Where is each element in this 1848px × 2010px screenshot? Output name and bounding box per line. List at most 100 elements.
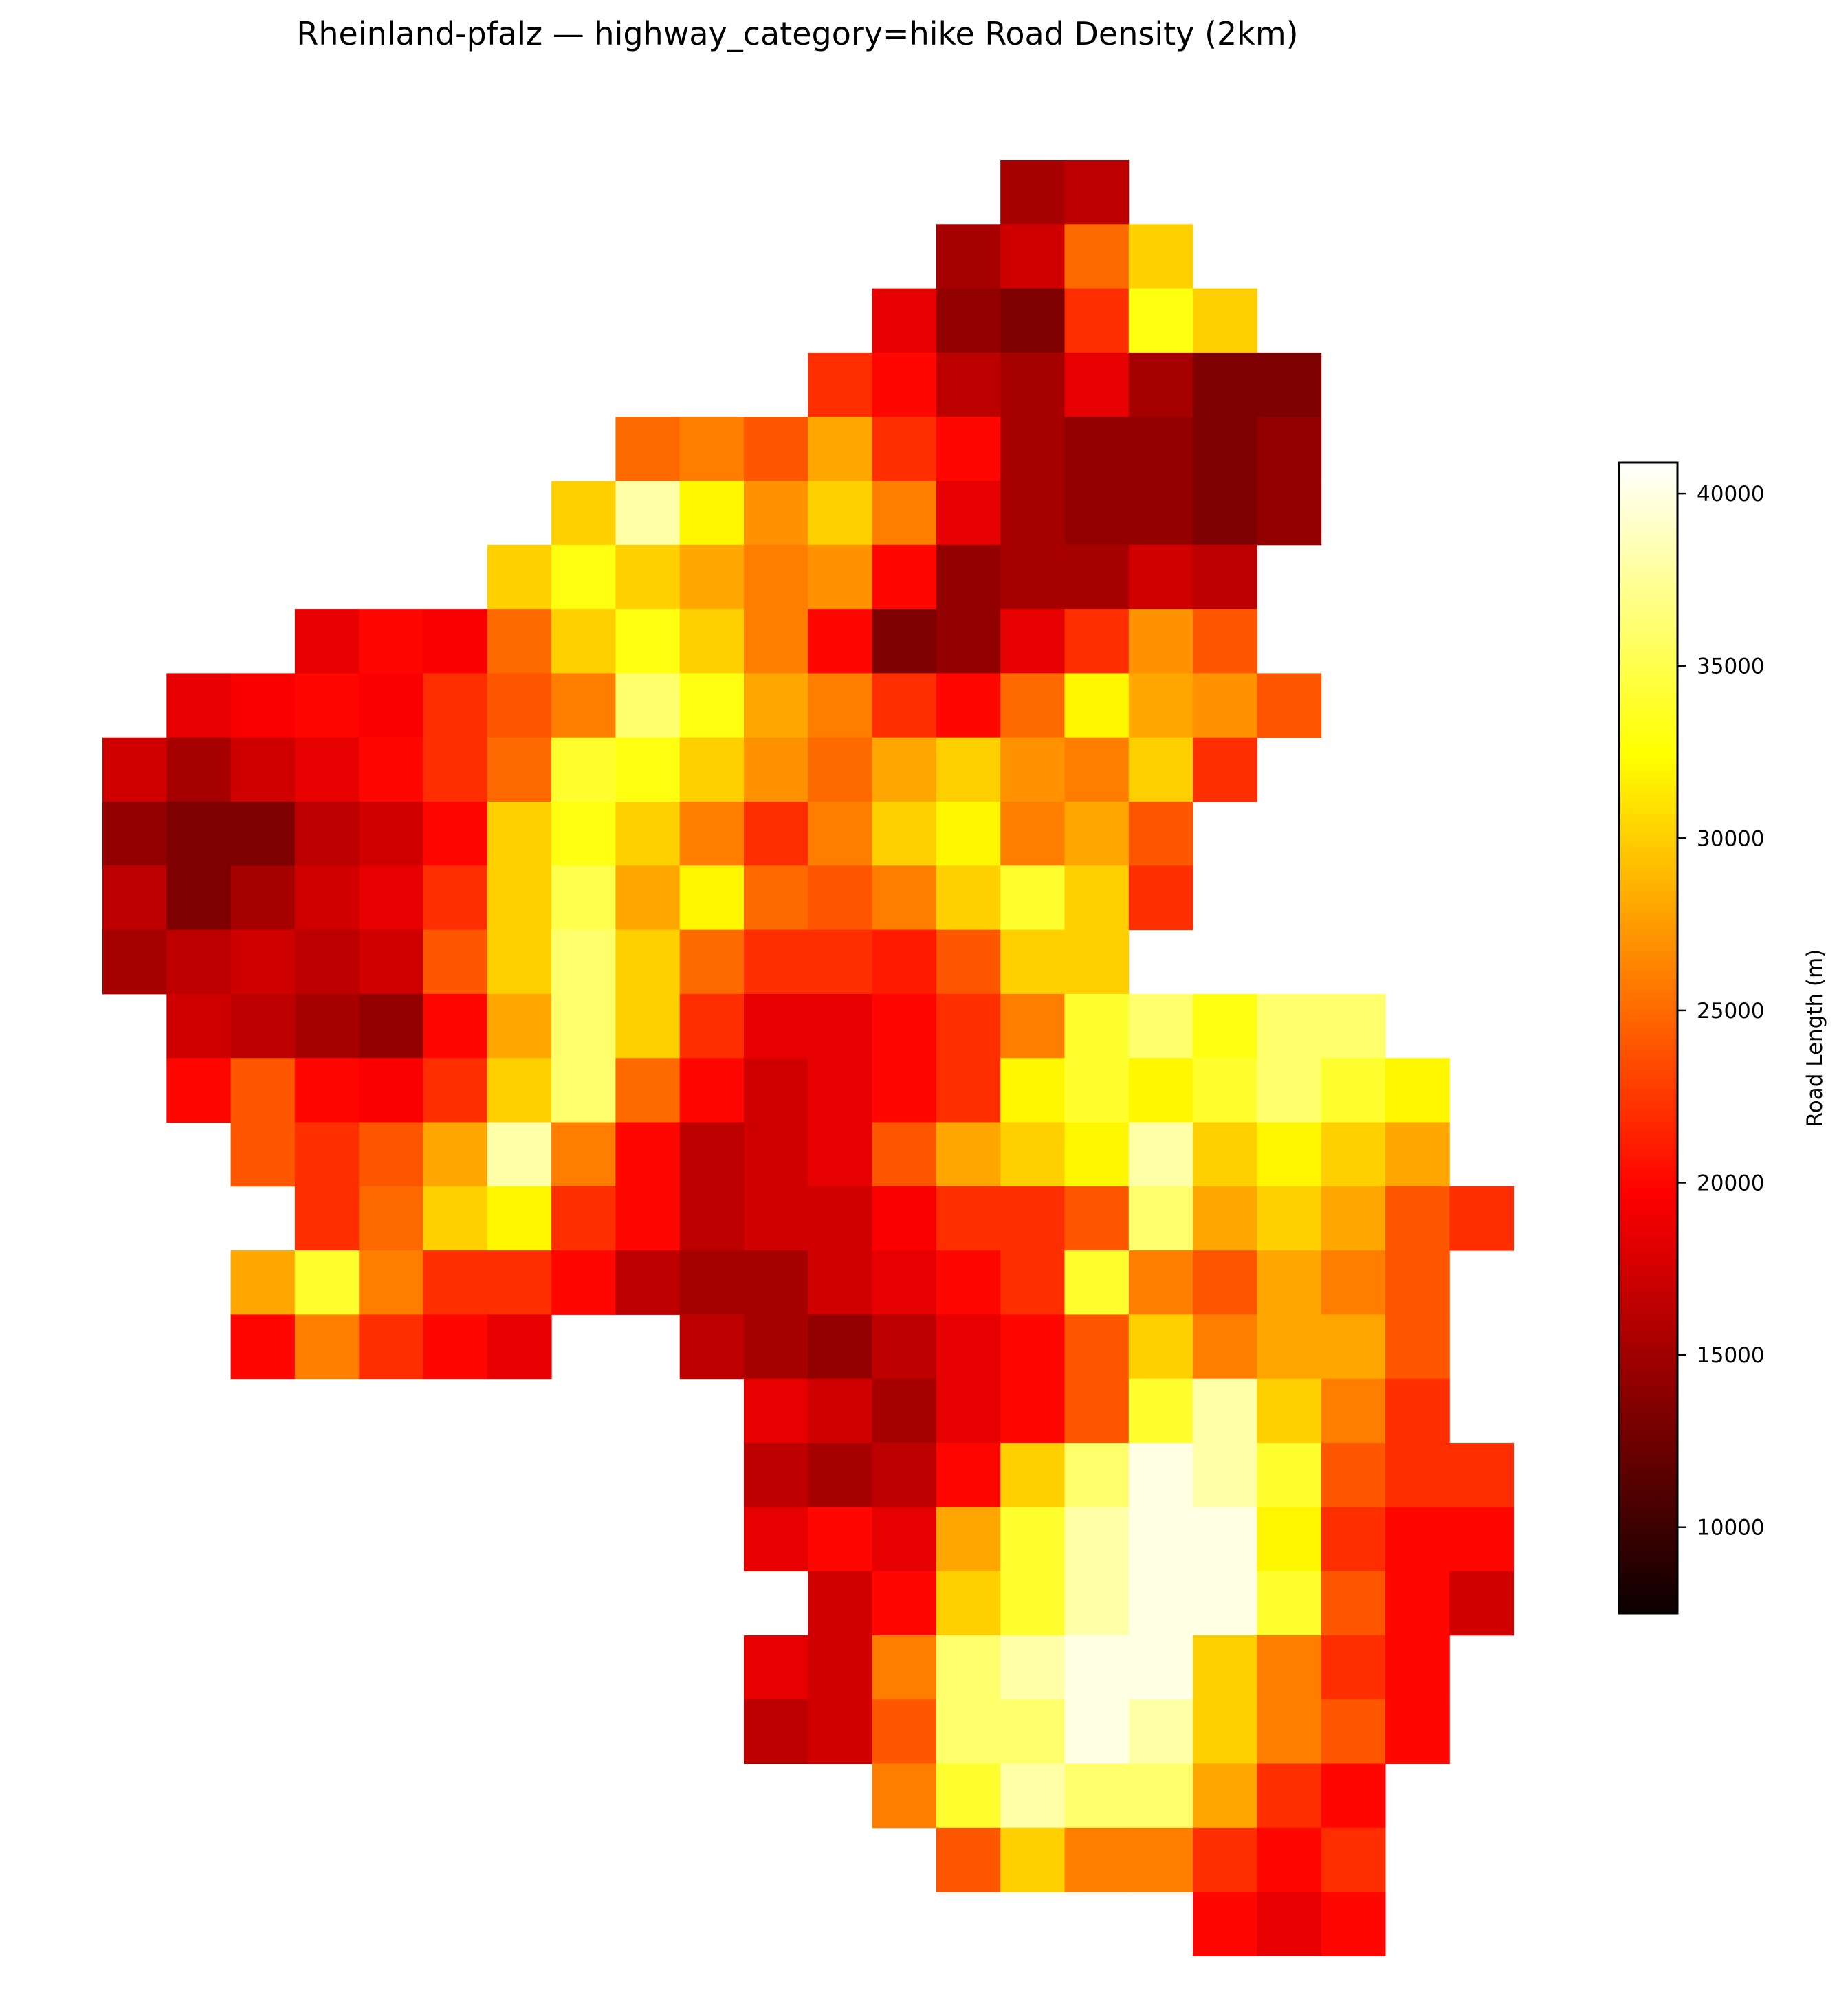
heatmap-cell — [744, 673, 808, 738]
heatmap-cell — [872, 544, 937, 610]
heatmap-cell — [423, 1122, 488, 1187]
heatmap-cell — [1385, 1635, 1450, 1700]
heatmap-cell — [615, 609, 681, 674]
heatmap-cell — [744, 1443, 808, 1508]
heatmap-cell — [487, 929, 552, 995]
heatmap-cell — [1128, 417, 1194, 481]
heatmap-cell — [487, 865, 552, 931]
heatmap-cell — [615, 1186, 681, 1251]
heatmap-cell — [1064, 737, 1130, 802]
heatmap-cell — [423, 1186, 488, 1251]
heatmap-cell — [1321, 1122, 1386, 1187]
heatmap-cell — [230, 737, 296, 802]
heatmap-cell — [423, 929, 488, 995]
heatmap-cell — [1321, 1443, 1386, 1508]
heatmap-cell — [1128, 1827, 1194, 1892]
heatmap-cell — [1064, 1122, 1130, 1187]
heatmap-cell — [1064, 1571, 1130, 1636]
heatmap-cell — [679, 865, 745, 931]
heatmap-cell — [1321, 1058, 1386, 1123]
heatmap-cell — [551, 673, 616, 738]
heatmap-cell — [679, 737, 745, 802]
heatmap-cell — [744, 1314, 808, 1380]
heatmap-cell — [1128, 1058, 1194, 1123]
colorbar-tick-label: 15000 — [1697, 1343, 1765, 1368]
heatmap-cell — [936, 1186, 1001, 1251]
heatmap-cell — [1000, 1635, 1065, 1700]
heatmap-cell — [1193, 1827, 1257, 1892]
heatmap-cell — [808, 1058, 873, 1123]
heatmap-cell — [487, 802, 552, 866]
heatmap-cell — [359, 1186, 424, 1251]
heatmap-cell — [872, 865, 937, 931]
heatmap-cell — [1257, 1250, 1322, 1315]
heatmap-cell — [1193, 1443, 1257, 1508]
heatmap-cell — [1193, 1892, 1257, 1956]
heatmap-cell — [166, 929, 232, 995]
heatmap-cell — [166, 1058, 232, 1123]
heatmap-cell — [1000, 1827, 1065, 1892]
heatmap-cell — [359, 1122, 424, 1187]
heatmap-cell — [551, 481, 616, 546]
heatmap-cell — [294, 737, 360, 802]
heatmap-cell — [679, 1314, 745, 1380]
heatmap-cell — [1064, 802, 1130, 866]
heatmap-cell — [1193, 1122, 1257, 1187]
heatmap-cell — [1000, 1571, 1065, 1636]
heatmap-cell — [1385, 1122, 1450, 1187]
heatmap-cell — [1193, 737, 1257, 802]
heatmap-cell — [615, 417, 681, 481]
heatmap-cell — [359, 1250, 424, 1315]
heatmap-cell — [423, 993, 488, 1059]
heatmap-cell — [872, 1443, 937, 1508]
heatmap-cell — [230, 1314, 296, 1380]
heatmap-cell — [1000, 673, 1065, 738]
heatmap-cell — [1064, 1186, 1130, 1251]
heatmap-cell — [872, 1186, 937, 1251]
heatmap-cell — [166, 993, 232, 1059]
heatmap-cell — [1193, 1314, 1257, 1380]
heatmap-cell — [1385, 1378, 1450, 1444]
heatmap-cell — [1321, 1314, 1386, 1380]
heatmap-cell — [1257, 1827, 1322, 1892]
heatmap-cell — [1257, 1892, 1322, 1956]
heatmap-cell — [808, 1378, 873, 1444]
heatmap-cell — [808, 1443, 873, 1508]
heatmap-cell — [872, 1763, 937, 1829]
heatmap-cell — [1128, 673, 1194, 738]
heatmap-cell — [359, 1058, 424, 1123]
heatmap-cell — [1128, 1507, 1194, 1572]
heatmap-cell — [1064, 1635, 1130, 1700]
heatmap-cell — [808, 352, 873, 417]
heatmap-cell — [1000, 1443, 1065, 1508]
heatmap-cell — [936, 1314, 1001, 1380]
heatmap-cell — [1193, 609, 1257, 674]
heatmap-cell — [936, 1827, 1001, 1892]
heatmap-cell — [1064, 1250, 1130, 1315]
heatmap-cell — [1449, 1571, 1515, 1636]
heatmap-cell — [1321, 1763, 1386, 1829]
heatmap-cell — [1000, 1186, 1065, 1251]
heatmap-cell — [1257, 1507, 1322, 1572]
colorbar-tick-label: 25000 — [1697, 999, 1765, 1024]
heatmap-cell — [359, 673, 424, 738]
heatmap-cell — [294, 1186, 360, 1251]
heatmap-cell — [744, 544, 808, 610]
heatmap-cell — [1128, 865, 1194, 931]
heatmap-cell — [1385, 1250, 1450, 1315]
heatmap-cell — [1000, 1763, 1065, 1829]
heatmap-cell — [359, 865, 424, 931]
heatmap-cell — [1193, 1250, 1257, 1315]
heatmap-cell — [936, 865, 1001, 931]
heatmap-cell — [166, 673, 232, 738]
heatmap-cell — [423, 1250, 488, 1315]
heatmap-cell — [1000, 1507, 1065, 1572]
colorbar-label: Road Length (m) — [1803, 949, 1827, 1127]
heatmap-cell — [551, 737, 616, 802]
heatmap-cell — [487, 544, 552, 610]
heatmap-cell — [1193, 288, 1257, 353]
heatmap-cell — [872, 1507, 937, 1572]
heatmap-cell — [294, 1058, 360, 1123]
colorbar-tick-label: 35000 — [1697, 654, 1765, 679]
